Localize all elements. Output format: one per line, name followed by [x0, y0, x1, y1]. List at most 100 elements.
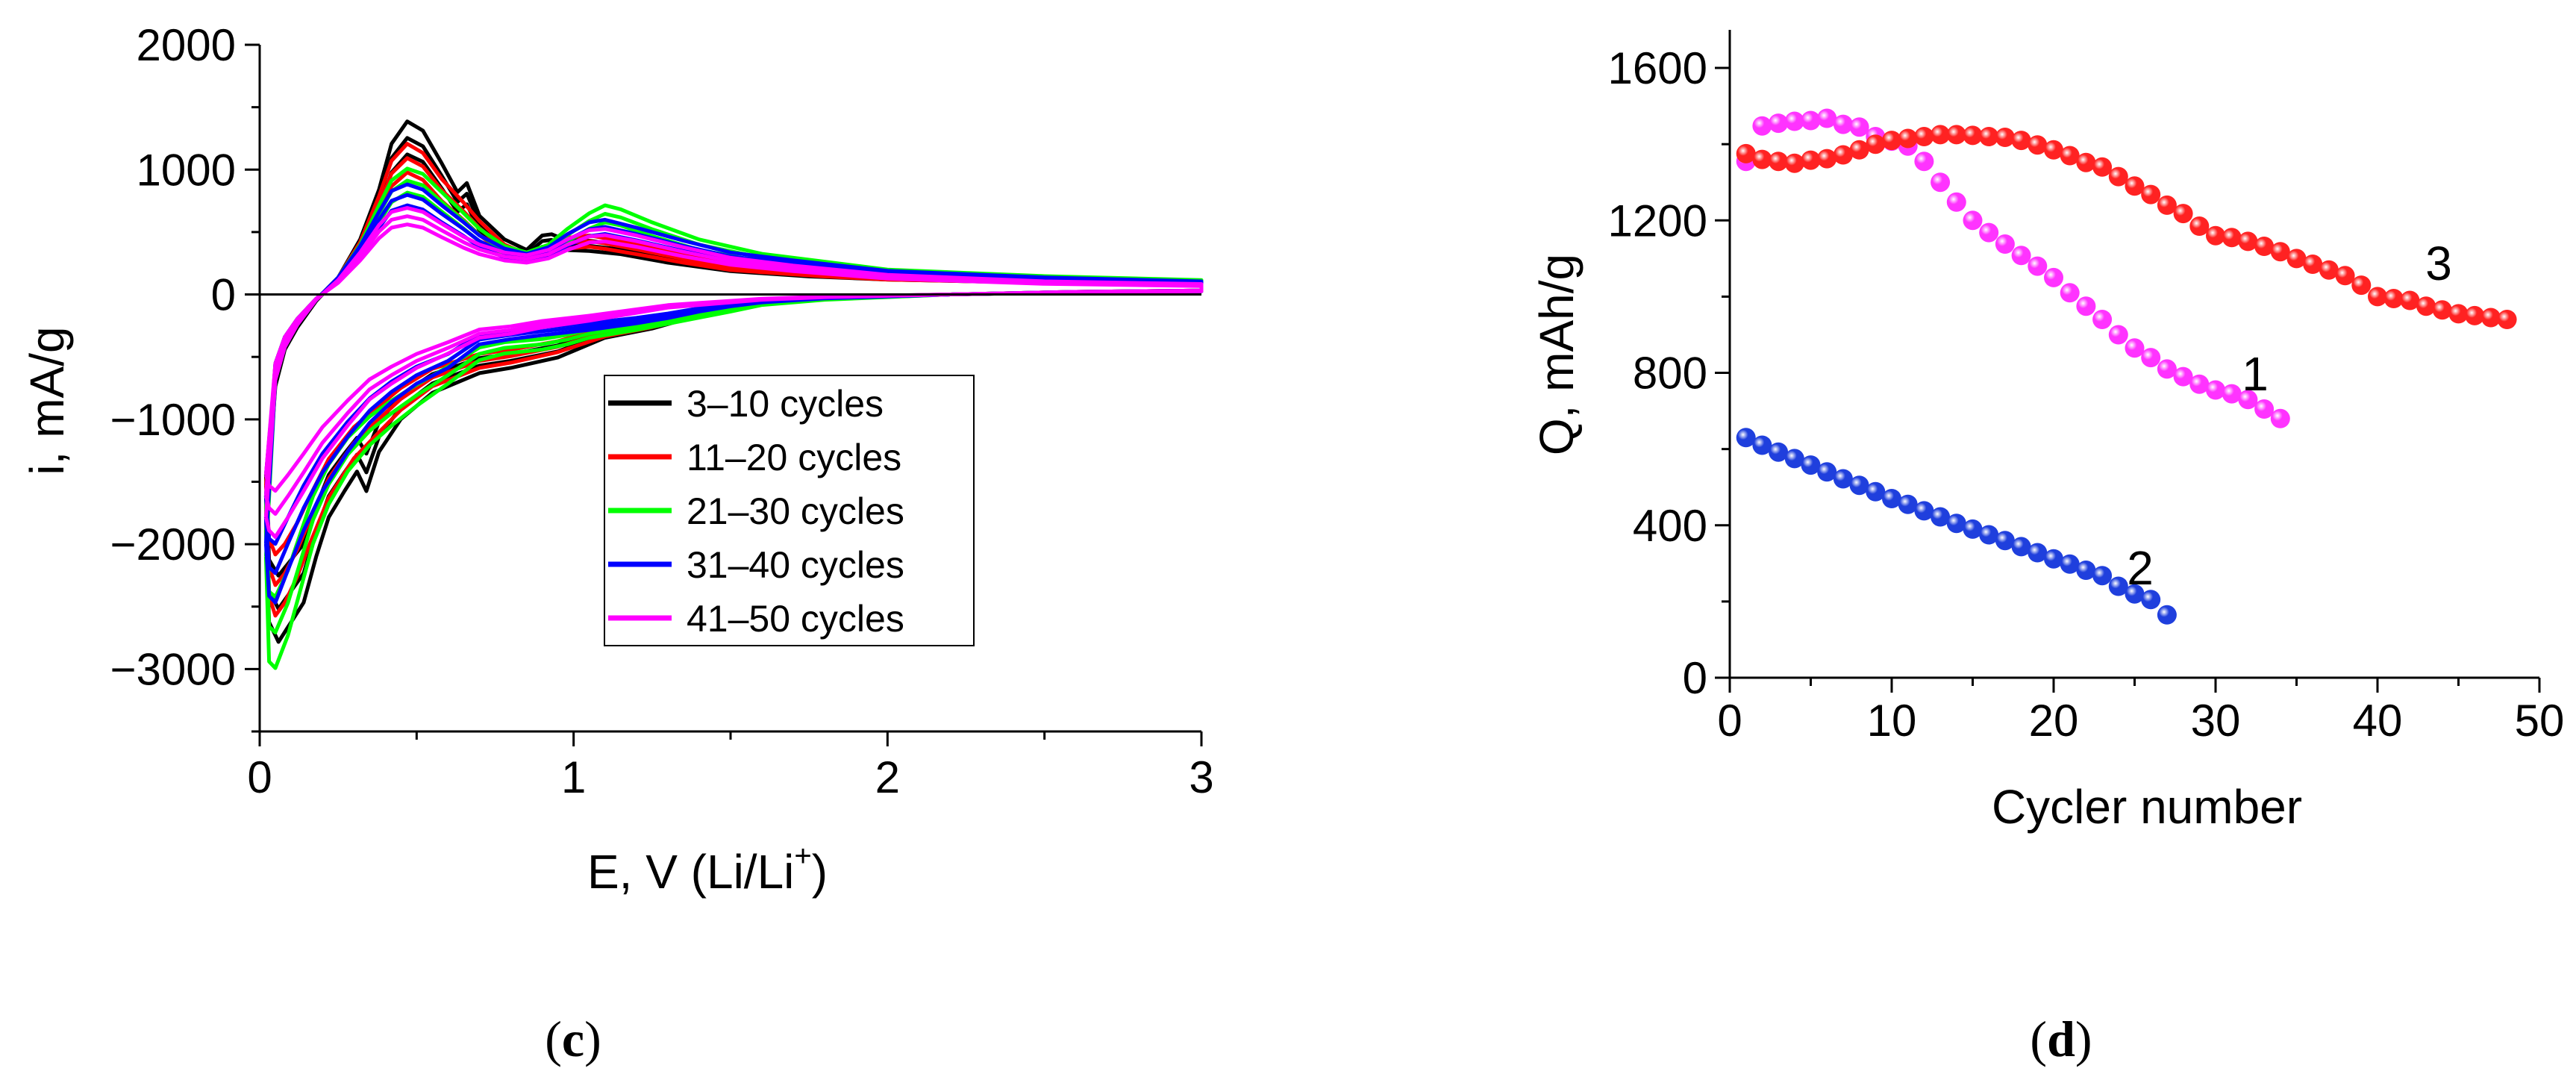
panel-caption-c: (c)	[545, 1011, 601, 1067]
y-tick-label-d: 800	[1633, 349, 1707, 399]
y-tick-label-d: 1600	[1608, 43, 1707, 93]
data-point	[1817, 462, 1837, 482]
data-point	[2141, 348, 2161, 368]
data-point	[2222, 384, 2242, 404]
cv-curves	[263, 119, 1204, 670]
legend-label: 41–50 cycles	[687, 598, 904, 640]
data-point	[2286, 249, 2307, 269]
data-point	[2028, 135, 2048, 155]
capacity-series-2	[1736, 428, 2177, 625]
data-point	[1833, 145, 1853, 165]
data-point	[1946, 192, 1966, 212]
data-point	[2092, 310, 2113, 329]
data-point	[2173, 366, 2193, 387]
data-point	[2400, 290, 2420, 310]
y-tick-label-d: 1200	[1608, 196, 1707, 246]
x-axis-title-c: E, V (Li/Li+)	[587, 840, 828, 899]
data-point	[1866, 134, 1886, 155]
capacity-points	[1736, 108, 2517, 625]
y-tick-labels-d: 0 400 800 1200 1600	[1608, 43, 1707, 703]
data-point	[2125, 176, 2145, 196]
data-point	[1833, 469, 1853, 489]
capacity-series-3	[1736, 125, 2517, 329]
data-point	[1963, 519, 1983, 539]
y-tick-label-c: −2000	[110, 519, 236, 569]
panel-d-capacity: 0 10 20 30 40 50 0 400 800 1200 1600 1 2 3 Cycler…	[1530, 30, 2564, 1067]
y-tick-label-c: 1000	[137, 145, 236, 195]
x-tick-label-c: 0	[247, 752, 272, 802]
data-point	[2076, 152, 2096, 172]
data-point	[1946, 125, 1966, 145]
data-point	[1849, 140, 1869, 160]
legend-label: 3–10 cycles	[687, 383, 884, 425]
legend-label: 21–30 cycles	[687, 490, 904, 532]
data-point	[2254, 237, 2275, 256]
data-point	[1979, 222, 1999, 243]
data-point	[1946, 514, 1966, 534]
y-tick-label-d: 0	[1683, 653, 1707, 703]
data-point	[2432, 300, 2452, 320]
x-tick-labels-d: 0 10 20 30 40 50	[1717, 696, 2564, 746]
capacity-series-1	[1736, 108, 2290, 428]
y-tick-label-d: 400	[1633, 501, 1707, 551]
data-point	[2044, 140, 2063, 160]
legend-label: 31–40 cycles	[687, 544, 904, 586]
data-point	[2319, 260, 2339, 280]
data-point	[2368, 287, 2387, 307]
data-point	[2125, 584, 2145, 604]
data-point	[2141, 184, 2161, 205]
x-axis-title-d: Cycler number	[1992, 780, 2302, 834]
data-point	[2141, 590, 2161, 610]
data-point	[1849, 475, 1869, 496]
data-point	[2189, 374, 2210, 394]
data-point	[2157, 195, 2177, 215]
data-point	[1995, 531, 2015, 551]
data-point	[2060, 283, 2080, 303]
data-point	[1801, 110, 1821, 131]
data-point	[2092, 566, 2113, 586]
series-label-3: 3	[2425, 237, 2452, 290]
data-point	[1833, 114, 1853, 134]
data-point	[2465, 305, 2485, 325]
y-tick-labels-c: 2000 1000 0 −1000 −2000 −3000	[110, 20, 236, 694]
x-tick-label-d: 20	[2029, 696, 2079, 746]
data-point	[2189, 216, 2210, 236]
data-point	[2383, 289, 2404, 308]
data-point	[1995, 234, 2015, 254]
data-point	[2238, 390, 2258, 410]
data-point	[1898, 128, 1918, 149]
data-point	[2092, 157, 2113, 177]
x-tick-label-c: 2	[875, 752, 900, 802]
y-tick-label-c: 0	[211, 270, 236, 320]
data-point	[1979, 127, 1999, 146]
data-point	[1849, 117, 1869, 137]
data-point	[2028, 256, 2048, 276]
data-point	[2416, 296, 2436, 316]
x-tick-label-c: 3	[1189, 752, 1213, 802]
data-point	[2076, 561, 2096, 580]
data-point	[2335, 266, 2355, 286]
data-point	[2497, 310, 2517, 329]
data-point	[1914, 152, 1934, 172]
data-point	[1963, 125, 1983, 146]
data-point	[2125, 338, 2145, 358]
data-point	[1931, 125, 1951, 145]
axes-c	[245, 43, 1203, 746]
data-point	[2303, 255, 2323, 274]
series-label-2: 2	[2127, 541, 2154, 595]
x-tick-label-c: 1	[561, 752, 586, 802]
data-point	[1979, 525, 1999, 545]
panel-c-cyclic-voltammetry: 0 1 2 3 2000 1000 0 −1000 −2000 −3000 E, V (Li/L…	[20, 20, 1214, 1067]
cv-series-5	[263, 206, 1204, 539]
data-point	[1882, 489, 1901, 508]
data-point	[1817, 108, 1837, 128]
data-point	[2157, 605, 2177, 625]
data-point	[1882, 131, 1901, 151]
data-point	[1784, 449, 1804, 469]
data-point	[2270, 242, 2290, 262]
data-point	[2222, 228, 2242, 248]
data-point	[2206, 225, 2225, 246]
data-point	[2448, 304, 2469, 324]
axes-d	[1715, 30, 2541, 693]
